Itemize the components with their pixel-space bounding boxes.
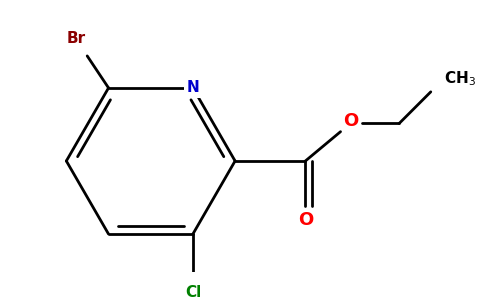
Text: Br: Br	[66, 31, 85, 46]
Text: N: N	[186, 80, 199, 95]
Text: O: O	[344, 112, 359, 130]
Text: O: O	[298, 211, 313, 229]
Text: Cl: Cl	[185, 285, 201, 300]
Text: CH$_3$: CH$_3$	[444, 70, 476, 88]
